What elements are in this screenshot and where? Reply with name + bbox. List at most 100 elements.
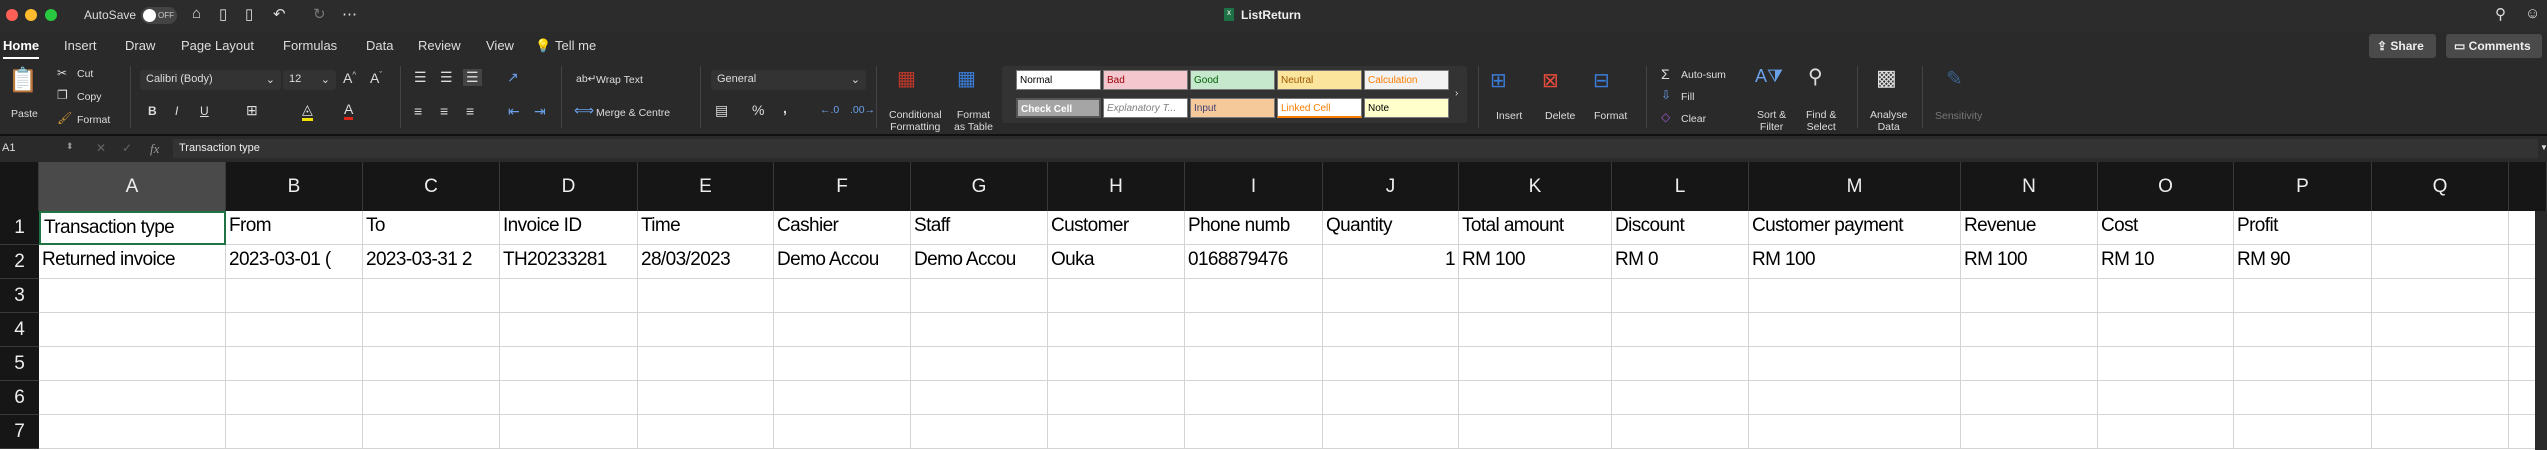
- font-size-dropdown[interactable]: 12 ⌄: [283, 70, 336, 90]
- cell-H2[interactable]: Ouka: [1048, 245, 1185, 279]
- cell-G2[interactable]: Demo Accou: [911, 245, 1048, 279]
- cell-D3[interactable]: [500, 279, 638, 313]
- cell-Q2[interactable]: [2372, 245, 2509, 279]
- tab-home[interactable]: Home: [3, 38, 40, 59]
- cell-H1[interactable]: Customer: [1048, 211, 1185, 245]
- decrease-font-size-icon[interactable]: Aˇ: [370, 70, 383, 86]
- align-bottom-icon[interactable]: ☰: [463, 69, 482, 86]
- cell-I6[interactable]: [1185, 381, 1323, 415]
- column-header-B[interactable]: B: [226, 162, 363, 211]
- cell-O4[interactable]: [2098, 313, 2234, 347]
- cell-K2[interactable]: RM 100: [1459, 245, 1612, 279]
- cell-F4[interactable]: [774, 313, 911, 347]
- cell-F5[interactable]: [774, 347, 911, 381]
- cell-G6[interactable]: [911, 381, 1048, 415]
- conditional-formatting-button[interactable]: Conditional Formatting: [889, 109, 942, 133]
- column-header-O[interactable]: O: [2098, 162, 2234, 211]
- cell-M1[interactable]: Customer payment: [1749, 211, 1961, 245]
- cell-M5[interactable]: [1749, 347, 1961, 381]
- cell-M7[interactable]: [1749, 415, 1961, 449]
- cell-N4[interactable]: [1961, 313, 2098, 347]
- cell-C6[interactable]: [363, 381, 500, 415]
- cut-button[interactable]: Cut: [77, 68, 94, 80]
- cell-Q1[interactable]: [2372, 211, 2509, 245]
- document-title[interactable]: ListReturn: [1241, 8, 1301, 22]
- cell-I4[interactable]: [1185, 313, 1323, 347]
- font-color-icon[interactable]: A: [344, 101, 354, 120]
- cell-style-check-cell[interactable]: Check Cell: [1016, 98, 1101, 118]
- increase-font-size-icon[interactable]: A^: [343, 70, 357, 86]
- cell-P2[interactable]: RM 90: [2234, 245, 2372, 279]
- column-header-C[interactable]: C: [363, 162, 500, 211]
- cell-M6[interactable]: [1749, 381, 1961, 415]
- cell-H3[interactable]: [1048, 279, 1185, 313]
- cell-P4[interactable]: [2234, 313, 2372, 347]
- align-center-icon[interactable]: ≡: [440, 103, 449, 119]
- cell-K6[interactable]: [1459, 381, 1612, 415]
- row-header-1[interactable]: 1: [0, 211, 39, 245]
- cell-H5[interactable]: [1048, 347, 1185, 381]
- decrease-decimal-icon[interactable]: .00→: [850, 104, 876, 116]
- cell-K5[interactable]: [1459, 347, 1612, 381]
- cell-P3[interactable]: [2234, 279, 2372, 313]
- cell-J1[interactable]: Quantity: [1323, 211, 1459, 245]
- merge-centre-button[interactable]: Merge & Centre: [596, 107, 671, 119]
- cell-J5[interactable]: [1323, 347, 1459, 381]
- column-header-Q[interactable]: Q: [2372, 162, 2509, 211]
- italic-button[interactable]: I: [175, 104, 179, 118]
- cell-L5[interactable]: [1612, 347, 1749, 381]
- cell-F1[interactable]: Cashier: [774, 211, 911, 245]
- cell-style-calculation[interactable]: Calculation: [1364, 70, 1449, 90]
- cell-N1[interactable]: Revenue: [1961, 211, 2098, 245]
- wrap-text-button[interactable]: Wrap Text: [596, 74, 643, 86]
- zoom-window-button[interactable]: [45, 9, 57, 21]
- cell-style-linked-cell[interactable]: Linked Cell: [1277, 98, 1362, 118]
- cell-Q6[interactable]: [2372, 381, 2509, 415]
- cell-J6[interactable]: [1323, 381, 1459, 415]
- cell-L4[interactable]: [1612, 313, 1749, 347]
- cell-E5[interactable]: [638, 347, 774, 381]
- cell-E7[interactable]: [638, 415, 774, 449]
- name-box-stepper-icon[interactable]: ⬍: [66, 141, 74, 151]
- cell-G3[interactable]: [911, 279, 1048, 313]
- save-as-icon[interactable]: ▯: [245, 6, 254, 23]
- cell-P5[interactable]: [2234, 347, 2372, 381]
- autosave-toggle[interactable]: OFF: [141, 7, 177, 24]
- cell-C5[interactable]: [363, 347, 500, 381]
- find-select-button[interactable]: Find & Select: [1806, 109, 1836, 133]
- underline-button[interactable]: U: [200, 104, 209, 118]
- align-top-icon[interactable]: ☰: [414, 69, 427, 85]
- cell-D4[interactable]: [500, 313, 638, 347]
- decrease-indent-icon[interactable]: ⇤: [508, 103, 520, 119]
- cell-style-neutral[interactable]: Neutral: [1277, 70, 1362, 90]
- cell-H7[interactable]: [1048, 415, 1185, 449]
- cell-D2[interactable]: TH20233281: [500, 245, 638, 279]
- paste-icon[interactable]: 📋: [8, 67, 38, 94]
- undo-icon[interactable]: ↶: [273, 6, 286, 23]
- cell-K4[interactable]: [1459, 313, 1612, 347]
- format-button[interactable]: Format: [1594, 110, 1628, 122]
- number-format-dropdown[interactable]: General ⌄: [711, 70, 866, 90]
- tab-page-layout[interactable]: Page Layout: [181, 38, 255, 53]
- cell-O5[interactable]: [2098, 347, 2234, 381]
- bold-button[interactable]: B: [148, 104, 157, 118]
- format-as-table-button[interactable]: Format as Table: [954, 109, 993, 133]
- enter-icon[interactable]: ✓: [122, 141, 133, 155]
- cell-G4[interactable]: [911, 313, 1048, 347]
- more-icon[interactable]: ⋯: [342, 6, 357, 23]
- cell-E2[interactable]: 28/03/2023: [638, 245, 774, 279]
- cell-M2[interactable]: RM 100: [1749, 245, 1961, 279]
- cell-Q5[interactable]: [2372, 347, 2509, 381]
- cell-B6[interactable]: [226, 381, 363, 415]
- cell-F7[interactable]: [774, 415, 911, 449]
- increase-indent-icon[interactable]: ⇥: [534, 103, 546, 119]
- fx-icon[interactable]: fx: [150, 141, 160, 156]
- cell-N3[interactable]: [1961, 279, 2098, 313]
- cell-G1[interactable]: Staff: [911, 211, 1048, 245]
- tab-review[interactable]: Review: [418, 38, 461, 53]
- align-right-icon[interactable]: ≡: [466, 103, 475, 119]
- cell-B2[interactable]: 2023-03-01 (: [226, 245, 363, 279]
- cell-D6[interactable]: [500, 381, 638, 415]
- column-header-L[interactable]: L: [1612, 162, 1749, 211]
- cell-style-good[interactable]: Good: [1190, 70, 1275, 90]
